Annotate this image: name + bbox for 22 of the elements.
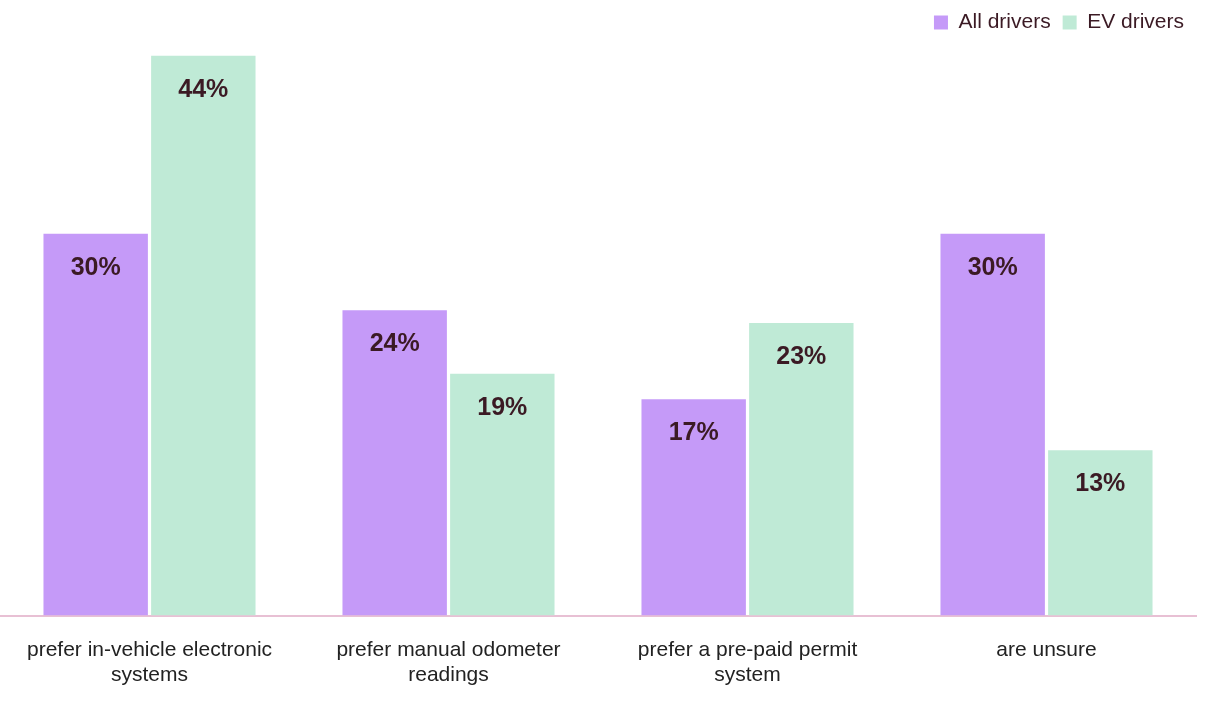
bar — [151, 55, 256, 616]
bar — [641, 399, 746, 616]
x-tick-label: prefer in-vehicle electronic systems — [26, 637, 273, 686]
data-label: 30% — [967, 251, 1018, 280]
bar — [450, 373, 555, 616]
data-label: 44% — [178, 73, 229, 102]
x-tick-label: are unsure — [996, 637, 1097, 660]
x-tick-label: prefer manual odometer readings — [336, 637, 561, 686]
data-label: 30% — [70, 251, 121, 280]
data-label: 24% — [369, 328, 420, 357]
data-label: 13% — [1075, 468, 1126, 497]
bar — [43, 233, 148, 616]
data-label: 23% — [776, 340, 827, 369]
bar — [342, 310, 447, 616]
legend-label: EV drivers — [1087, 9, 1184, 33]
bar — [749, 322, 854, 616]
x-tick-label: prefer a pre-paid permit system — [637, 637, 858, 686]
data-label: 17% — [668, 417, 719, 446]
bar — [1048, 450, 1153, 616]
data-label: 19% — [477, 391, 528, 420]
bar — [940, 233, 1045, 616]
legend-label: All drivers — [958, 9, 1051, 33]
